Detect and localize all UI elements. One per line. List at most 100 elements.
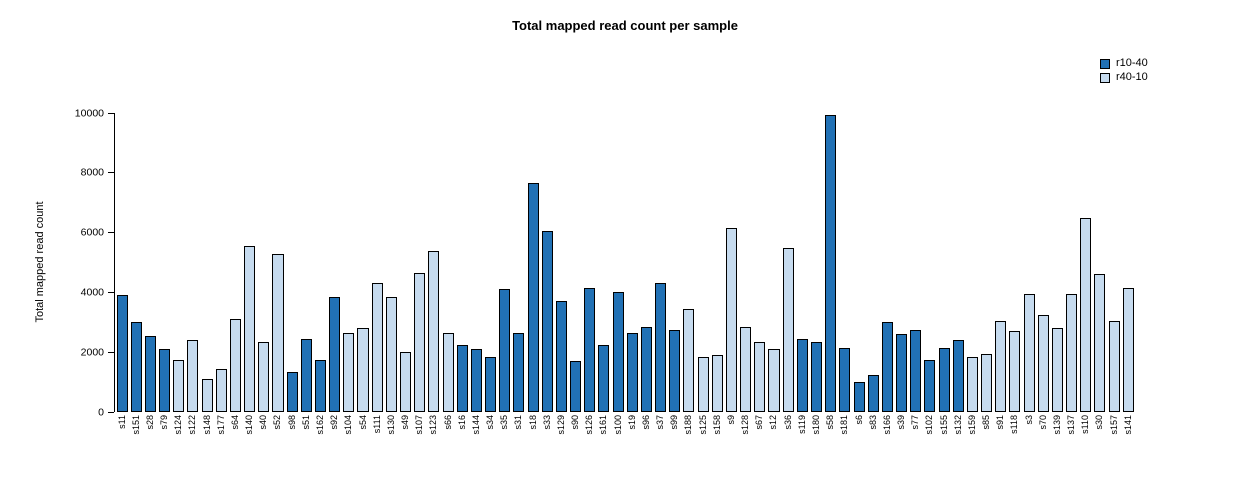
bar-column: s40 [257,113,271,430]
x-tick-label: s181 [839,415,850,435]
bar-column: s51 [299,113,313,430]
bar [428,250,440,412]
x-tick-label: s100 [612,415,623,435]
x-tick-label-wrap: s9 [724,415,738,425]
y-tick-label: 0 [98,405,104,418]
x-tick-label: s140 [244,415,255,435]
bar [825,114,837,412]
x-tick-label: s37 [655,415,666,430]
bar [1023,293,1035,412]
bar-column: s119 [795,113,809,434]
bar-column: s151 [129,113,143,435]
bar [966,356,978,412]
x-tick-label-wrap: s123 [427,415,441,435]
x-tick-label: s144 [470,415,481,435]
x-tick-label-wrap: s144 [469,415,483,435]
bar [159,349,171,412]
bar-column: s83 [866,113,880,430]
y-tick-mark [108,291,114,293]
x-tick-label: s3 [1023,415,1034,425]
x-tick-label: s16 [456,415,467,430]
bar [683,308,695,412]
x-tick-label: s111 [371,415,382,434]
bar [201,379,213,412]
bar-column: s30 [1093,113,1107,430]
x-tick-label-wrap: s3 [1022,415,1036,425]
bar [400,352,412,412]
x-tick-label-wrap: s54 [356,415,370,430]
x-tick-label-wrap: s66 [441,415,455,430]
x-tick-label: s118 [1009,415,1020,434]
bar-column: s139 [1050,113,1064,435]
bar-column: s162 [313,113,327,435]
chart-title: Total mapped read count per sample [512,18,738,33]
x-tick-label: s132 [952,415,963,435]
x-tick-label-wrap: s119 [795,415,809,434]
x-tick-label: s159 [966,415,977,435]
bar [725,228,737,412]
y-tick-label: 2000 [80,345,104,358]
bar-column: s67 [753,113,767,430]
bar [782,247,794,412]
x-tick-label: s151 [130,415,141,435]
x-tick-label: s49 [400,415,411,430]
bar-column: s70 [1036,113,1050,430]
bar-column: s126 [583,113,597,435]
x-tick-label-wrap: s19 [625,415,639,430]
bar-column: s79 [158,113,172,430]
x-tick-label: s54 [357,415,368,430]
bar [215,368,227,412]
x-tick-label-wrap: s104 [342,415,356,435]
bar-column: s181 [838,113,852,435]
x-tick-label: s161 [598,415,609,435]
x-tick-label-wrap: s6 [852,415,866,425]
y-tick-mark [108,232,114,234]
x-tick-label: s19 [626,415,637,430]
y-tick-mark [108,112,114,114]
bar-column: s157 [1107,113,1121,435]
bar-column: s96 [639,113,653,430]
x-tick-label-wrap: s67 [753,415,767,430]
x-tick-label-wrap: s151 [129,415,143,435]
bar-column: s11 [115,113,129,429]
x-tick-label: s141 [1122,415,1133,435]
bar [697,356,709,412]
bar-column: s123 [427,113,441,435]
bar [1066,293,1078,412]
bar [329,296,341,412]
x-tick-label-wrap: s162 [313,415,327,435]
plot-area: s11 s151 s28 s79 s124 s122 s148 s177 s64 s140 s40 s… [75,108,1135,435]
bar-column: s137 [1065,113,1079,435]
bar-column: s28 [143,113,157,430]
x-tick-label: s18 [527,415,538,430]
x-tick-label-wrap: s49 [398,415,412,430]
bar-column: s177 [214,113,228,435]
bar-column: s58 [824,113,838,430]
bar [144,335,156,412]
bar-column: s34 [483,113,497,430]
bar [1108,320,1120,412]
x-tick-label-wrap: s30 [1093,415,1107,430]
bar-column: s132 [951,113,965,435]
bar-column: s16 [455,113,469,430]
bar [258,341,270,412]
bar-column: s118 [1008,113,1022,434]
x-tick-label: s77 [910,415,921,430]
bar-column: s52 [271,113,285,430]
x-tick-label: s52 [272,415,283,430]
y-axis-line [114,113,115,412]
x-tick-label-wrap: s159 [965,415,979,435]
x-tick-label-wrap: s51 [299,415,313,430]
x-tick-label: s35 [499,415,510,430]
bar [740,326,752,412]
x-tick-label-wrap: s124 [172,415,186,435]
bar-column: s107 [413,113,427,435]
x-tick-label-wrap: s40 [257,415,271,430]
y-tick-mark [108,172,114,174]
x-tick-label-wrap: s157 [1107,415,1121,435]
x-tick-label-wrap: s79 [158,415,172,430]
bar [655,283,667,412]
bar [896,334,908,412]
x-tick-label: s30 [1094,415,1105,430]
x-tick-label: s6 [853,415,864,425]
